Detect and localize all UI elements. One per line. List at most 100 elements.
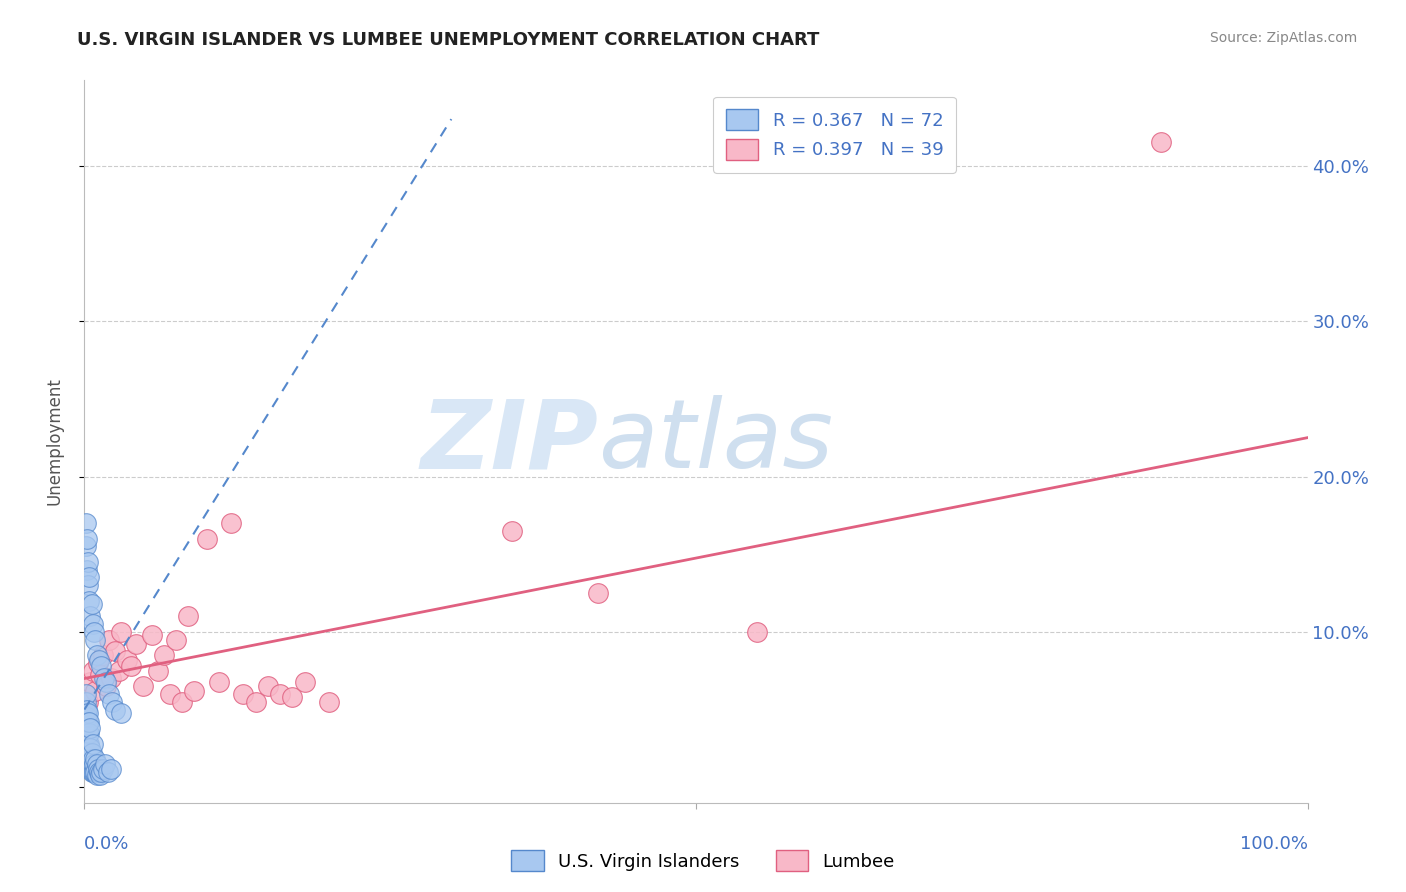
Point bbox=[75, 540, 97, 554]
Point bbox=[77, 555, 100, 569]
Point bbox=[86, 648, 108, 663]
Point bbox=[96, 679, 118, 693]
Point bbox=[104, 702, 127, 716]
Point bbox=[76, 710, 98, 724]
Point bbox=[76, 726, 98, 740]
Point bbox=[1150, 136, 1173, 150]
Point bbox=[100, 672, 122, 686]
Point bbox=[110, 706, 132, 720]
Point bbox=[77, 695, 100, 709]
Point bbox=[586, 586, 609, 600]
Point bbox=[87, 653, 110, 667]
Point bbox=[82, 764, 104, 779]
Point bbox=[77, 756, 100, 771]
Point bbox=[79, 752, 101, 766]
Point bbox=[75, 516, 97, 530]
Point bbox=[195, 532, 218, 546]
Point bbox=[502, 524, 524, 538]
Point bbox=[132, 679, 155, 693]
Point bbox=[75, 733, 97, 747]
Point bbox=[76, 532, 98, 546]
Point bbox=[77, 737, 100, 751]
Point bbox=[77, 706, 100, 720]
Point bbox=[120, 659, 142, 673]
Point bbox=[83, 764, 105, 779]
Point bbox=[208, 674, 231, 689]
Point bbox=[97, 764, 120, 779]
Point bbox=[76, 718, 98, 732]
Point bbox=[146, 664, 169, 678]
Point bbox=[245, 695, 267, 709]
Point bbox=[86, 756, 108, 771]
Point bbox=[281, 690, 304, 705]
Point bbox=[75, 741, 97, 756]
Point bbox=[77, 749, 100, 764]
Point bbox=[87, 762, 110, 776]
Point bbox=[107, 664, 129, 678]
Point bbox=[90, 764, 112, 779]
Point bbox=[77, 746, 100, 760]
Text: 100.0%: 100.0% bbox=[1240, 835, 1308, 854]
Point bbox=[75, 718, 97, 732]
Point bbox=[90, 659, 112, 673]
Point bbox=[79, 609, 101, 624]
Point bbox=[80, 756, 103, 771]
Point bbox=[165, 632, 187, 647]
Point bbox=[318, 695, 340, 709]
Point bbox=[219, 516, 242, 530]
Point bbox=[77, 714, 100, 729]
Point bbox=[82, 617, 104, 632]
Point bbox=[79, 741, 101, 756]
Point bbox=[75, 710, 97, 724]
Point bbox=[97, 632, 120, 647]
Point bbox=[86, 768, 108, 782]
Point bbox=[84, 632, 107, 647]
Point bbox=[91, 648, 114, 663]
Point bbox=[82, 737, 104, 751]
Point bbox=[159, 687, 181, 701]
Point bbox=[76, 749, 98, 764]
Point bbox=[80, 597, 103, 611]
Point bbox=[183, 684, 205, 698]
Point bbox=[75, 702, 97, 716]
Text: U.S. VIRGIN ISLANDER VS LUMBEE UNEMPLOYMENT CORRELATION CHART: U.S. VIRGIN ISLANDER VS LUMBEE UNEMPLOYM… bbox=[77, 31, 820, 49]
Point bbox=[269, 687, 291, 701]
Point bbox=[125, 637, 148, 651]
Point bbox=[76, 563, 98, 577]
Point bbox=[232, 687, 254, 701]
Point bbox=[91, 762, 114, 776]
Point bbox=[83, 624, 105, 639]
Text: atlas: atlas bbox=[598, 395, 834, 488]
Point bbox=[76, 733, 98, 747]
Point bbox=[77, 578, 100, 592]
Point bbox=[77, 726, 100, 740]
Point bbox=[747, 624, 769, 639]
Point bbox=[75, 695, 97, 709]
Point bbox=[79, 674, 101, 689]
Point bbox=[141, 628, 163, 642]
Legend: R = 0.367   N = 72, R = 0.397   N = 39: R = 0.367 N = 72, R = 0.397 N = 39 bbox=[713, 96, 956, 172]
Point bbox=[82, 664, 104, 678]
Point bbox=[76, 741, 98, 756]
Point bbox=[77, 594, 100, 608]
Point bbox=[97, 687, 120, 701]
Point bbox=[87, 656, 110, 670]
Point bbox=[89, 668, 111, 682]
Point bbox=[75, 687, 97, 701]
Point bbox=[84, 752, 107, 766]
Point bbox=[100, 762, 122, 776]
Point bbox=[257, 679, 280, 693]
Point bbox=[294, 674, 316, 689]
Point bbox=[110, 624, 132, 639]
Point bbox=[77, 570, 100, 584]
Point bbox=[87, 764, 110, 779]
Point bbox=[94, 756, 117, 771]
Point bbox=[77, 752, 100, 766]
Point bbox=[93, 672, 115, 686]
Point bbox=[153, 648, 176, 663]
Point bbox=[177, 609, 200, 624]
Point bbox=[77, 714, 100, 729]
Point bbox=[82, 752, 104, 766]
Point bbox=[115, 653, 138, 667]
Point bbox=[83, 756, 105, 771]
